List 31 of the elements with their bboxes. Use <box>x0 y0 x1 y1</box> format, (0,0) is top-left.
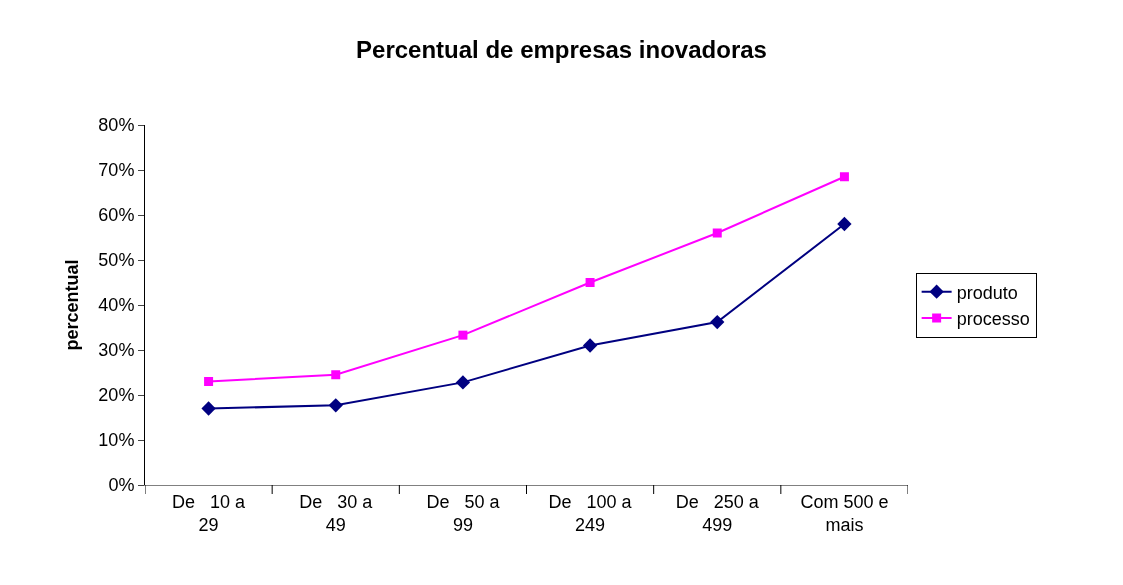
point <box>710 314 725 330</box>
y-tick-label: 0% <box>108 475 135 496</box>
x-tick-label: De 10 a 29 <box>172 491 247 535</box>
y-tick-label: 50% <box>98 250 135 271</box>
point <box>455 375 471 390</box>
y-tick-label: 70% <box>98 160 135 181</box>
y-tick-label: 80% <box>98 115 135 136</box>
point <box>458 330 468 340</box>
x-tick-label: De 50 a 99 <box>426 491 501 535</box>
chart-title: Percentual de empresas inovadoras <box>356 35 767 63</box>
x-tick-label: De 250 a 499 <box>675 491 760 535</box>
y-tick-label: 10% <box>98 430 135 451</box>
point <box>201 401 216 416</box>
x-tick-label: De 100 a 249 <box>548 491 633 535</box>
x-tick-label: Com 500 e mais <box>800 491 889 535</box>
point <box>839 172 849 182</box>
point <box>837 216 852 232</box>
point <box>328 398 343 413</box>
y-tick-label: 60% <box>98 205 135 226</box>
y-axis-title: percentual <box>61 259 82 351</box>
y-tick-label: 40% <box>98 295 135 316</box>
legend-label: processo <box>956 309 1030 330</box>
legend-label: produto <box>956 282 1018 303</box>
point <box>582 338 598 353</box>
point <box>204 377 214 386</box>
y-tick-label: 30% <box>98 340 135 361</box>
point <box>331 370 341 380</box>
point <box>585 278 595 287</box>
x-tick-label: De 30 a 49 <box>299 491 374 535</box>
point <box>712 228 722 238</box>
y-tick-label: 20% <box>98 385 135 406</box>
